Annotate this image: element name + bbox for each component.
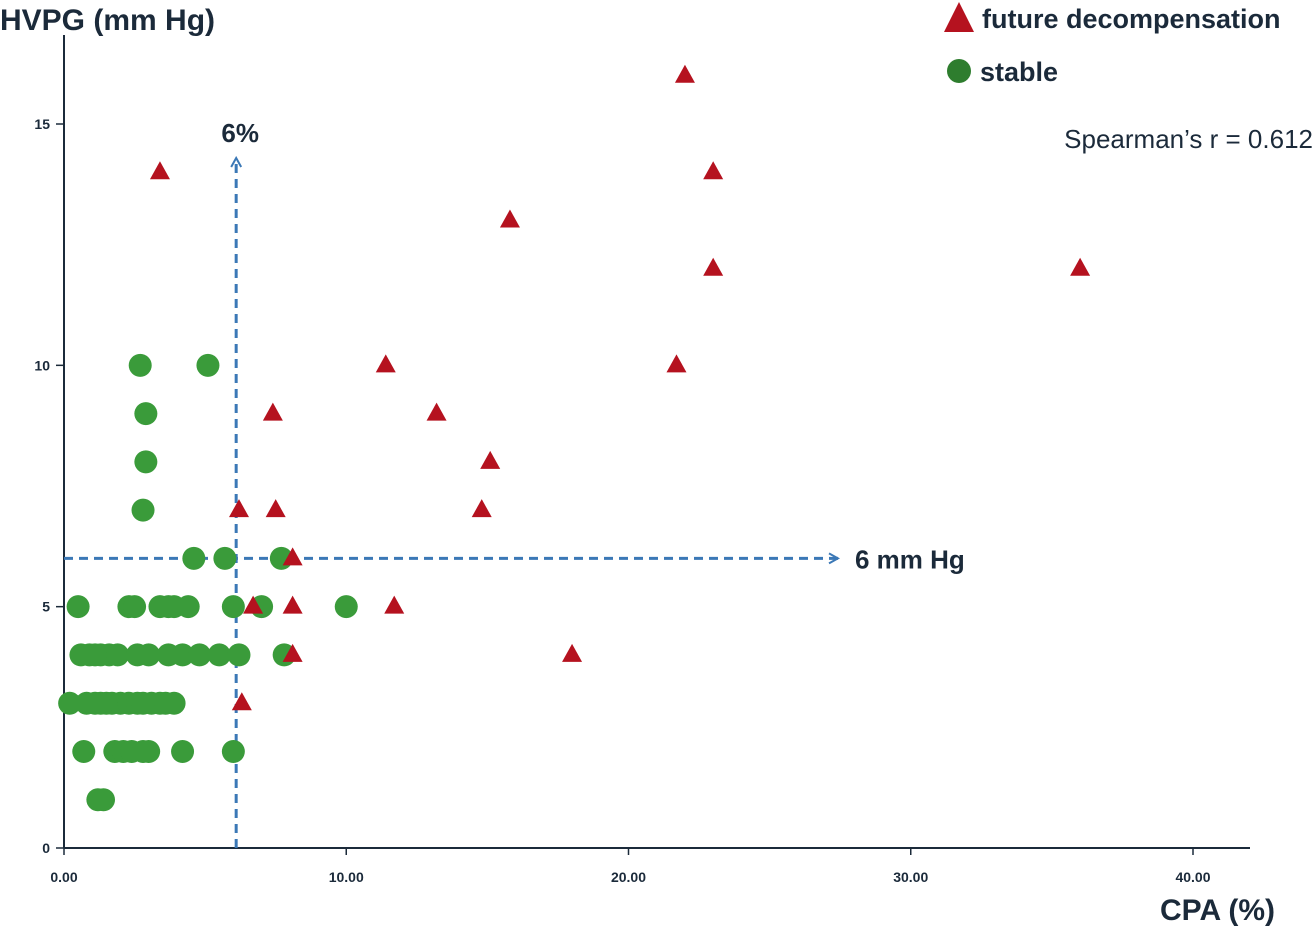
future-decompensation-point bbox=[666, 354, 687, 373]
stable-point bbox=[137, 643, 161, 667]
stable-point bbox=[131, 498, 155, 522]
future-decompensation-point bbox=[426, 402, 447, 421]
y-tick-label: 15 bbox=[34, 116, 50, 132]
legend-circle-icon bbox=[947, 59, 971, 83]
x-axis-title: CPA (%) bbox=[1160, 894, 1275, 927]
future-decompensation-point bbox=[243, 595, 264, 614]
x-tick-label: 10.00 bbox=[329, 869, 364, 885]
y-tick-label: 5 bbox=[42, 599, 50, 615]
future-decompensation-point bbox=[471, 499, 492, 518]
stable-point bbox=[334, 595, 358, 619]
stable-point bbox=[221, 739, 245, 763]
x-tick-label: 30.00 bbox=[893, 869, 928, 885]
future-decompensation-point bbox=[282, 547, 303, 566]
future-decompensation-point bbox=[265, 499, 286, 518]
legend: future decompensation stable bbox=[944, 2, 1281, 87]
stable-point bbox=[134, 450, 158, 474]
stable-point bbox=[227, 643, 251, 667]
x-ticks: 0.00 10.00 20.00 30.00 40.00 bbox=[50, 848, 1211, 885]
future-decompensation-point bbox=[282, 643, 303, 662]
horizontal-cutoff-label: 6 mm Hg bbox=[855, 544, 965, 574]
stable-point bbox=[106, 643, 130, 667]
stable-point bbox=[58, 691, 82, 715]
future-decompensation-point bbox=[231, 692, 252, 711]
stable-point bbox=[187, 643, 211, 667]
future-decompensation-point bbox=[703, 257, 724, 276]
correlation-annotation: Spearman’s r = 0.612 bbox=[1064, 124, 1313, 154]
x-tick-label: 20.00 bbox=[611, 869, 646, 885]
stable-point bbox=[92, 788, 116, 812]
stable-point bbox=[171, 739, 195, 763]
stable-point bbox=[213, 546, 237, 570]
y-ticks: 0 5 10 15 bbox=[34, 116, 64, 856]
future-decompensation-point bbox=[149, 161, 170, 180]
legend-triangle-icon bbox=[944, 2, 974, 32]
future-decompensation-point bbox=[375, 354, 396, 373]
legend-label-stable: stable bbox=[980, 57, 1058, 87]
stable-point bbox=[207, 643, 231, 667]
future-decompensation-point bbox=[262, 402, 283, 421]
x-tick-label: 0.00 bbox=[50, 869, 77, 885]
stable-point bbox=[162, 691, 186, 715]
y-tick-label: 0 bbox=[42, 840, 50, 856]
vertical-cutoff-label: 6% bbox=[221, 118, 259, 148]
stable-point bbox=[137, 739, 161, 763]
y-axis-title: HVPG (mm Hg) bbox=[0, 4, 215, 37]
stable-point bbox=[171, 643, 195, 667]
legend-label-future-decompensation: future decompensation bbox=[982, 4, 1281, 34]
stable-point bbox=[196, 353, 220, 377]
stable-point bbox=[176, 595, 200, 619]
stable-point bbox=[72, 739, 96, 763]
y-tick-label: 10 bbox=[34, 357, 50, 373]
stable-point bbox=[128, 353, 152, 377]
future-decompensation-point bbox=[282, 595, 303, 614]
stable-point bbox=[182, 546, 206, 570]
future-decompensation-point bbox=[228, 499, 249, 518]
data-points bbox=[58, 64, 1091, 812]
future-decompensation-point bbox=[562, 643, 583, 662]
stable-point bbox=[134, 402, 158, 426]
future-decompensation-point bbox=[480, 450, 501, 469]
future-decompensation-point bbox=[1070, 257, 1091, 276]
future-decompensation-point bbox=[384, 595, 405, 614]
future-decompensation-point bbox=[703, 161, 724, 180]
future-decompensation-point bbox=[499, 209, 520, 228]
stable-point bbox=[66, 595, 90, 619]
stable-point bbox=[123, 595, 147, 619]
future-decompensation-point bbox=[674, 64, 695, 83]
stable-point bbox=[221, 595, 245, 619]
x-tick-label: 40.00 bbox=[1175, 869, 1210, 885]
